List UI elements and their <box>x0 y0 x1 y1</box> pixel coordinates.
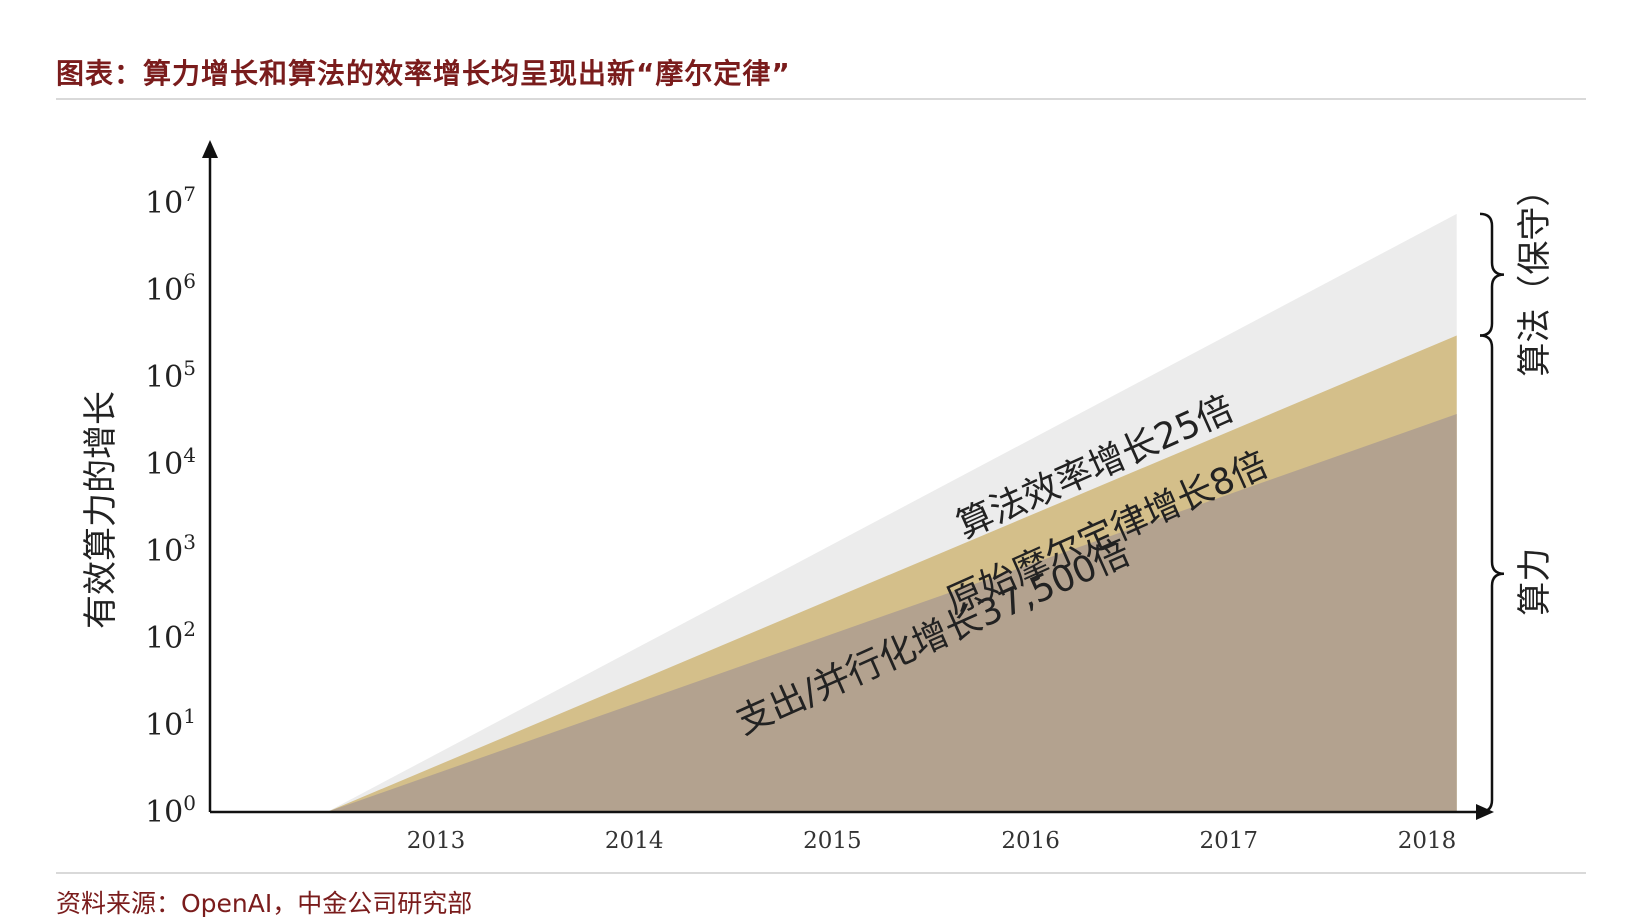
chart-title: 图表：算力增长和算法的效率增长均呈现出新“摩尔定律” <box>56 57 791 90</box>
compute-bracket <box>1479 334 1505 814</box>
x-tick-label: 2015 <box>803 828 862 854</box>
title-divider <box>56 98 1586 100</box>
x-tick-label: 2014 <box>605 828 664 854</box>
y-tick-label: 101 <box>145 704 196 743</box>
algorithm-bracket <box>1479 212 1505 337</box>
footer-divider <box>56 872 1586 874</box>
x-tick-label: 2017 <box>1200 828 1259 854</box>
y-tick-label: 105 <box>145 356 196 395</box>
bracket-label-compute: 算力 <box>1515 548 1555 616</box>
area-series-2 <box>326 414 1457 812</box>
y-tick-label: 103 <box>145 530 196 569</box>
y-tick-label: 102 <box>145 617 196 656</box>
y-tick-label: 107 <box>145 182 196 221</box>
y-tick-label: 106 <box>145 269 196 308</box>
x-tick-label: 2018 <box>1398 828 1457 854</box>
bracket-label-algorithm: 算法（保守） <box>1515 173 1555 377</box>
y-axis-title: 有效算力的增长 <box>81 391 121 629</box>
y-tick-label: 100 <box>145 791 196 830</box>
source-note: 资料来源：OpenAI，中金公司研究部 <box>56 889 473 918</box>
y-axis-arrow <box>202 140 218 158</box>
x-tick-label: 2013 <box>407 828 466 854</box>
x-tick-label: 2016 <box>1001 828 1060 854</box>
y-tick-label: 104 <box>145 443 196 482</box>
